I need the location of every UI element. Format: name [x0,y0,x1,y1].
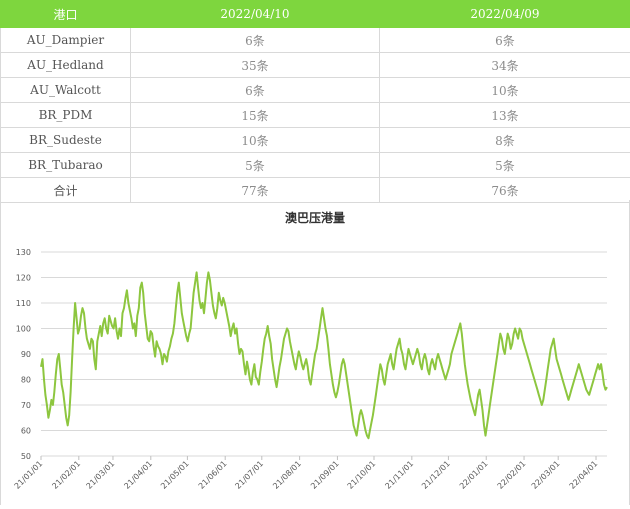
table-row: BR_PDM 15条 13条 [1,103,630,128]
table-row: BR_Tubarao 5条 5条 [1,153,630,178]
count-cell: 6条 [131,28,380,53]
count-cell: 15条 [131,103,380,128]
series-group [41,272,607,438]
x-tick-label: 21/06/01 [197,459,229,491]
total-label: 合计 [1,178,131,203]
y-axis: 50 60 70 80 90 100 110 120 130 [16,248,31,461]
count-cell: 13条 [380,103,630,128]
grid-lines [41,252,607,456]
y-tick-label: 110 [16,299,31,308]
y-tick-label: 50 [21,452,31,461]
table-total-row: 合计 77条 76条 [1,178,630,203]
total-cell: 77条 [131,178,380,203]
count-cell: 5条 [380,153,630,178]
x-tick-label: 21/11/01 [383,459,415,491]
header-port: 港口 [1,1,131,28]
y-tick-label: 60 [21,427,31,436]
y-tick-label: 120 [16,274,31,283]
count-cell: 10条 [131,128,380,153]
x-tick-label: 21/03/01 [85,459,117,491]
port-name: BR_Tubarao [1,153,131,178]
header-date-2: 2022/04/09 [380,1,630,28]
total-cell: 76条 [380,178,630,203]
y-tick-label: 70 [21,401,31,410]
x-tick-label: 22/03/01 [530,459,562,491]
count-cell: 10条 [380,78,630,103]
x-tick-label: 21/12/01 [420,459,452,491]
x-tick-label: 21/08/01 [271,459,303,491]
x-tick-label: 21/10/01 [346,459,378,491]
y-tick-label: 130 [16,248,31,257]
x-tick-label: 22/01/01 [458,459,490,491]
count-cell: 6条 [380,28,630,53]
count-cell: 8条 [380,128,630,153]
x-tick-label: 22/04/01 [568,459,600,491]
series-line [41,272,607,438]
port-name: AU_Dampier [1,28,131,53]
x-tick-label: 21/02/01 [50,459,82,491]
x-tick-label: 21/01/01 [13,459,45,491]
table-row: BR_Sudeste 10条 8条 [1,128,630,153]
table-row: AU_Dampier 6条 6条 [1,28,630,53]
table-header-row: 港口 2022/04/10 2022/04/09 [1,1,630,28]
y-tick-label: 90 [21,350,31,359]
header-date-1: 2022/04/10 [131,1,380,28]
count-cell: 5条 [131,153,380,178]
port-name: BR_Sudeste [1,128,131,153]
x-tick-label: 21/04/01 [122,459,154,491]
table-row: AU_Walcott 6条 10条 [1,78,630,103]
port-name: BR_PDM [1,103,131,128]
x-tick-label: 21/07/01 [233,459,265,491]
count-cell: 35条 [131,53,380,78]
y-tick-label: 80 [21,376,31,385]
chart-title: 澳巴压港量 [285,210,345,225]
x-tick-label: 22/02/01 [496,459,528,491]
count-cell: 6条 [131,78,380,103]
x-tick-label: 21/05/01 [159,459,191,491]
port-name: AU_Walcott [1,78,131,103]
table-row: AU_Hedland 35条 34条 [1,53,630,78]
port-name: AU_Hedland [1,53,131,78]
port-table: 港口 2022/04/10 2022/04/09 AU_Dampier 6条 6… [0,0,630,203]
y-tick-label: 100 [16,325,31,334]
x-tick-label: 21/09/01 [309,459,341,491]
count-cell: 34条 [380,53,630,78]
